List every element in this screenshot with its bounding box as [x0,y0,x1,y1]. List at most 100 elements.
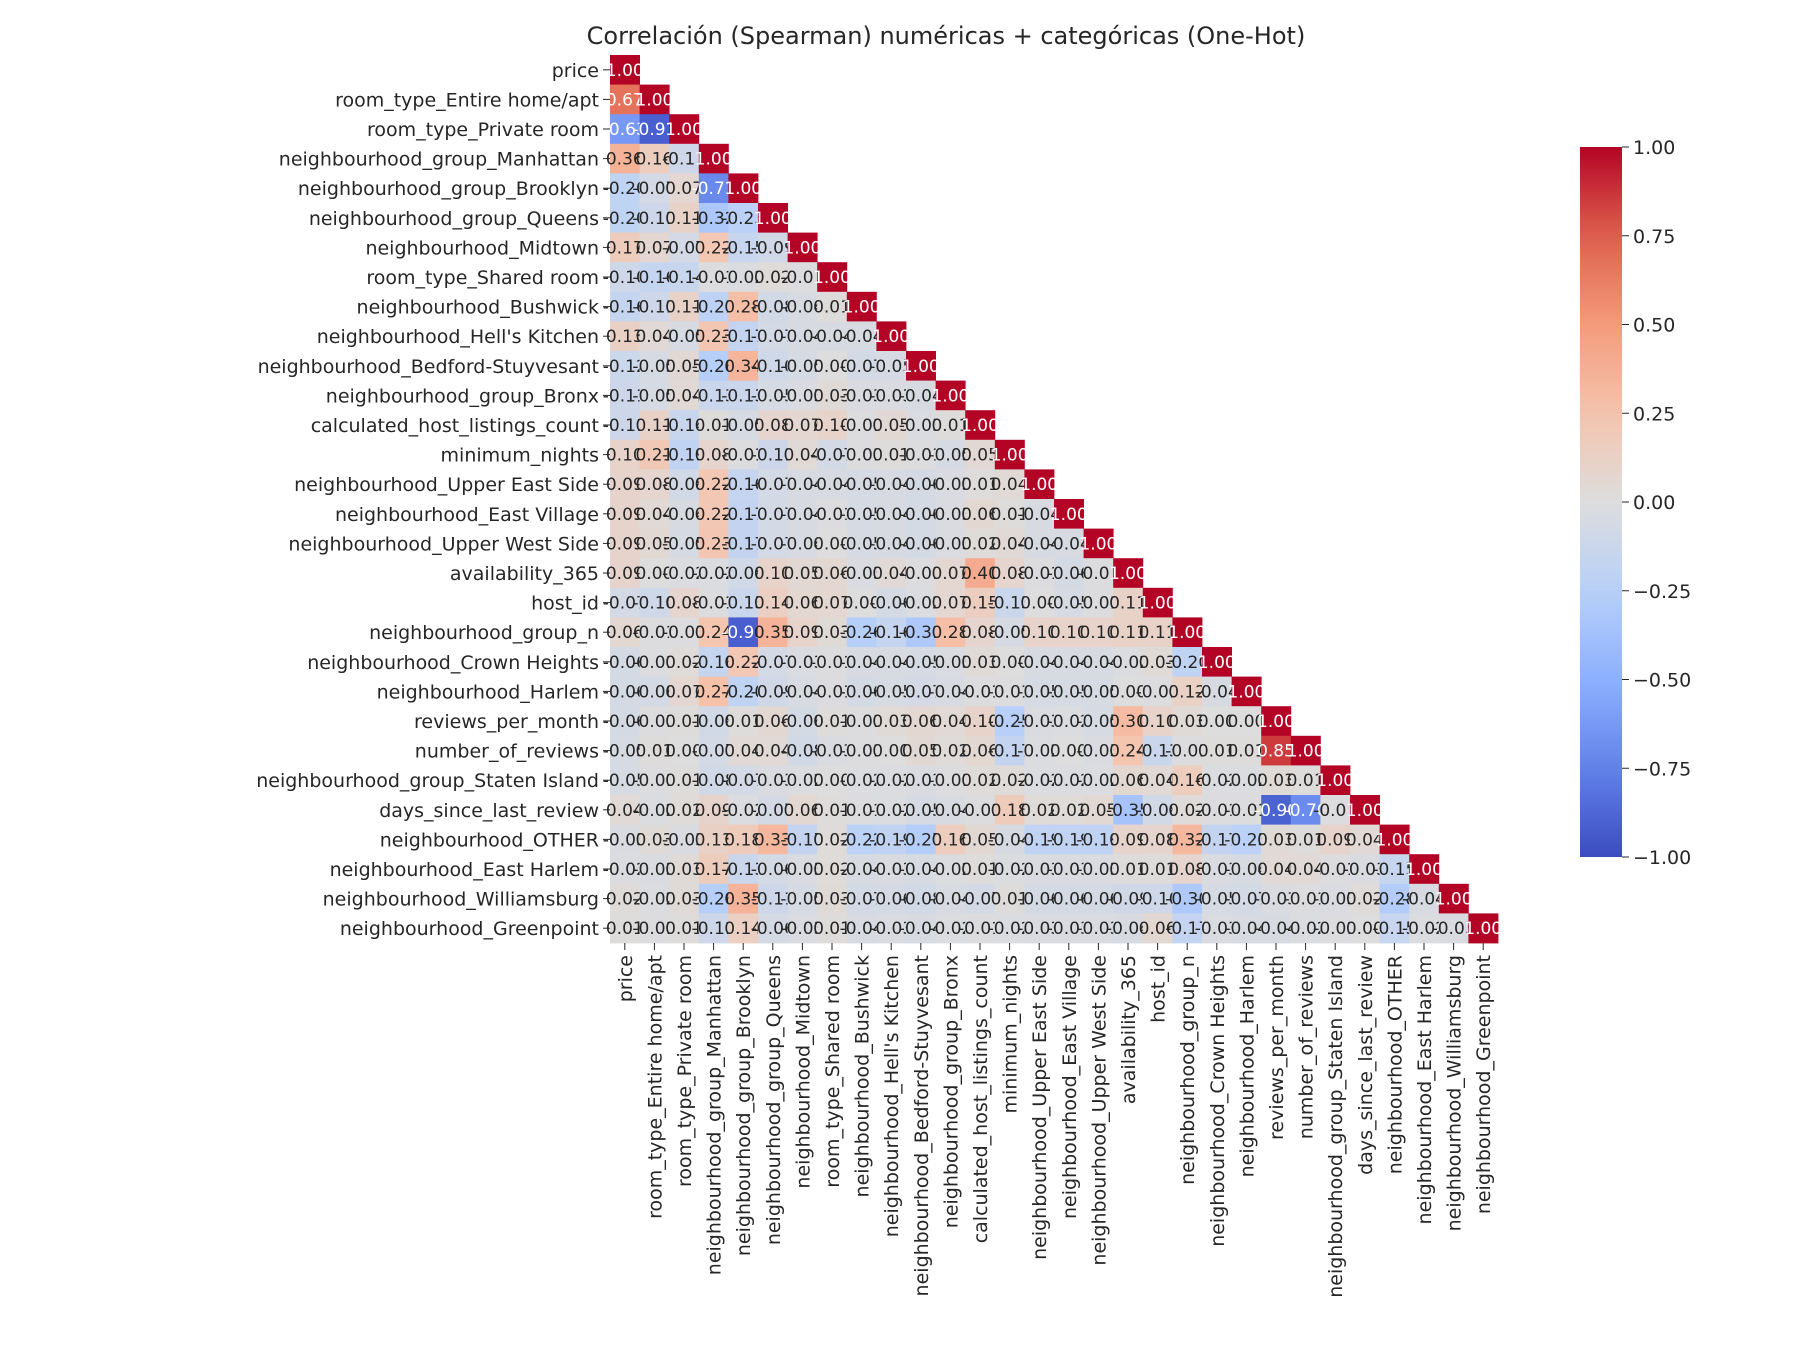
cell-value-label: -0.17 [721,534,765,554]
cell-value-label: 0.00 [1020,594,1058,614]
heatmap-cell [1261,765,1292,796]
heatmap-cell [1113,854,1144,885]
heatmap-cell [1054,913,1084,944]
y-tick-label: neighbourhood_group_Bronx [326,385,599,407]
cell-value-label: -0.26 [840,623,884,643]
heatmap-cell [1172,824,1203,855]
cell-value-label: 0.67 [606,90,644,110]
cell-value-label: -0.70 [1284,801,1328,821]
cell-value-label: -0.04 [869,475,913,495]
cell-value-label: -0.19 [662,446,706,466]
cell-value-label: -0.05 [840,505,884,525]
heatmap-cell [876,499,907,529]
cell-value-label: 0.09 [606,564,644,584]
heatmap-cell [1083,528,1114,559]
y-tick-label: days_since_last_review [379,800,599,822]
cell-value-label: 1.00 [931,386,969,406]
heatmap-cell [728,617,759,648]
cell-value-label: -0.06 [1047,564,1091,584]
heatmap-cell [994,528,1025,559]
cell-value-label: -0.07 [1224,890,1268,910]
cell-value-label: 0.06 [961,505,999,525]
heatmap-cell [698,499,729,529]
cell-value-label: -0.03 [899,771,943,791]
cell-value-label: -0.21 [692,298,736,318]
cell-value-label: -0.04 [662,505,706,525]
cell-value-label: -0.03 [780,653,824,673]
cell-value-label: -0.04 [1047,653,1091,673]
cell-value-label: -0.03 [869,919,913,939]
heatmap-cell [639,795,670,825]
heatmap-cell [698,676,729,707]
cell-value-label: 1.00 [1227,682,1265,702]
cell-value-label: 1.00 [724,179,762,199]
cell-value-label: -0.05 [1076,712,1120,732]
heatmap-cell [1113,824,1144,855]
heatmap-cell [935,706,966,737]
cell-value-label: 0.08 [961,623,999,643]
heatmap-cell [906,439,936,470]
heatmap-cell [1142,617,1173,648]
heatmap-cell [1054,499,1084,529]
cell-value-label: 0.09 [783,623,821,643]
heatmap-cell [1054,795,1084,825]
heatmap-cell [817,617,848,648]
cell-value-label: -0.04 [928,890,972,910]
heatmap-cell [906,824,936,855]
heatmap-cell [1024,706,1055,737]
cell-value-label: 0.02 [1346,890,1384,910]
cell-value-label: -0.30 [1165,890,1209,910]
heatmap-cell [787,765,818,796]
heatmap-cell [965,824,996,855]
cell-value-label: 0.03 [872,712,910,732]
heatmap-cell [758,410,788,441]
cell-value-label: 0.00 [665,742,703,762]
cell-value-label: -0.15 [1372,919,1416,939]
cell-value-label: -0.90 [1254,801,1298,821]
heatmap-cell [846,528,877,559]
cell-value-label: 0.00 [813,771,851,791]
cell-value-label: -0.03 [1076,860,1120,880]
cell-value-label: -0.01 [810,653,854,673]
cell-value-label: -0.32 [692,209,736,229]
cell-value-label: -0.02 [662,564,706,584]
cell-value-label: -0.03 [632,860,676,880]
cell-value-label: 1.00 [813,268,851,288]
heatmap-cell [639,232,670,263]
heatmap-cell [876,617,907,648]
colorbar: 1.00 0.75 0.50 0.25 0.00 −0.25 −0.50 −0.75 −1.00 [1580,137,1691,869]
cell-value-label: -0.10 [632,594,676,614]
heatmap-cell [817,321,848,352]
cell-value-label: -0.10 [603,268,647,288]
heatmap-cell [1113,587,1144,618]
cell-value-label: -0.05 [632,386,676,406]
cell-value-label: -0.04 [1224,919,1268,939]
heatmap-cell [1231,824,1262,855]
cell-value-label: -0.17 [780,830,824,850]
heatmap-cell [817,439,848,470]
cell-value-label: 0.04 [991,534,1029,554]
cell-value-label: 0.02 [991,771,1029,791]
cell-value-label: 0.02 [961,771,999,791]
cell-value-label: 0.00 [1198,712,1236,732]
heatmap-cell [610,321,640,352]
cell-value-label: 0.06 [813,564,851,584]
x-tick-label: neighbourhood_Greenpoint [1473,955,1495,1214]
heatmap-cell [846,883,877,914]
cell-value-label: -0.01 [810,505,854,525]
heatmap-cell [758,824,788,855]
cell-value-label: -0.03 [1047,860,1091,880]
heatmap-cell [669,469,700,500]
heatmap-cell [639,617,670,648]
cell-value-label: 0.00 [813,534,851,554]
heatmap-cell [639,291,670,322]
heatmap-cell [846,824,877,855]
heatmap-cell [669,706,700,737]
heatmap-cell [1172,913,1203,944]
heatmap-cell [994,795,1025,825]
heatmap-cell [698,232,729,263]
x-tick-label: host_id [1148,955,1170,1023]
cell-value-label: 1.00 [1050,505,1088,525]
x-tick-label: neighbourhood_group_Queens [763,955,785,1245]
cell-value-label: 0.06 [1139,919,1177,939]
